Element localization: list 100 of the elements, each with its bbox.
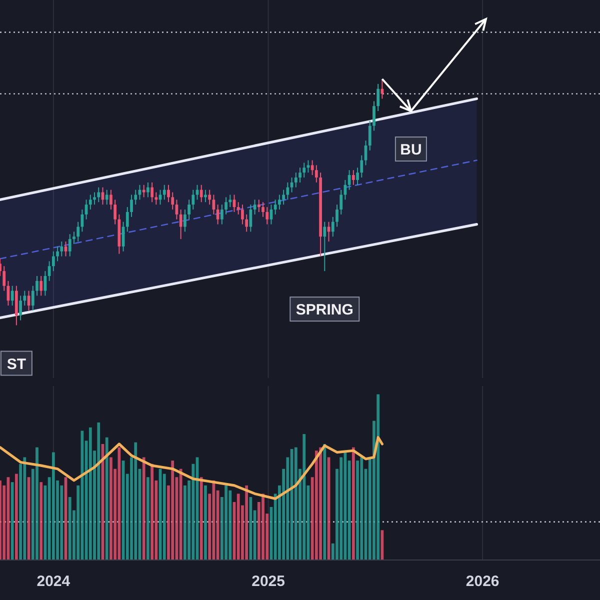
candlestick: [200, 184, 203, 203]
bar: [146, 477, 150, 560]
candlestick: [249, 204, 252, 232]
candlestick: [167, 184, 170, 203]
bar: [15, 474, 18, 560]
bar: [294, 447, 298, 560]
candlestick: [72, 231, 76, 244]
bar: [249, 497, 252, 560]
candlestick: [228, 194, 232, 208]
candlestick: [48, 260, 51, 282]
candlestick: [302, 162, 306, 178]
candlestick: [179, 209, 182, 240]
candlestick: [348, 170, 351, 190]
candlestick: [372, 100, 376, 132]
candlestick: [60, 241, 64, 257]
bar: [68, 497, 72, 560]
x-tick-label: 2024: [36, 573, 71, 590]
candlestick: [331, 216, 334, 238]
candlestick: [262, 202, 264, 218]
candlestick: [278, 194, 281, 210]
bar: [171, 460, 174, 560]
candlestick: [368, 120, 372, 151]
candlestick: [130, 194, 133, 218]
candlestick: [340, 189, 343, 215]
candlestick: [134, 189, 138, 206]
candlestick: [110, 189, 112, 210]
candlestick: [105, 189, 108, 206]
candlestick: [310, 160, 314, 176]
candlestick: [36, 276, 38, 296]
candlestick: [2, 266, 6, 292]
bar: [150, 464, 154, 560]
x-tick-label: 2025: [252, 573, 285, 590]
candlestick: [298, 167, 302, 183]
bar: [10, 482, 14, 560]
bar: [36, 447, 38, 560]
candlestick: [224, 196, 228, 215]
candlestick: [183, 209, 186, 232]
candlestick: [315, 164, 318, 183]
bar: [315, 450, 318, 560]
candlestick: [352, 170, 355, 186]
candlestick: [336, 204, 338, 228]
candlestick: [19, 295, 22, 321]
candlestick: [241, 204, 244, 225]
candlestick: [40, 276, 43, 296]
candlestick: [126, 206, 129, 232]
bar: [118, 447, 121, 560]
candlestick: [142, 184, 146, 198]
candlestick: [52, 250, 55, 272]
candlestick: [150, 182, 154, 203]
bar: [224, 485, 228, 560]
candlestick: [31, 285, 34, 311]
candlestick: [188, 199, 190, 220]
bar: [23, 457, 26, 560]
candlestick: [220, 204, 224, 225]
bar: [323, 444, 326, 560]
bar: [236, 494, 240, 560]
candlestick: [93, 192, 96, 206]
bar: [352, 447, 355, 560]
candlestick: [208, 189, 212, 206]
candlestick: [245, 214, 248, 232]
candlestick: [204, 189, 207, 203]
annotation: SPRING: [296, 302, 354, 319]
candlestick: [360, 154, 364, 178]
candlestick: [162, 184, 166, 200]
candlestick: [56, 246, 59, 262]
candlestick: [88, 194, 92, 210]
candlestick: [76, 221, 80, 242]
bar: [134, 442, 138, 560]
candlestick: [97, 186, 100, 203]
bar: [142, 457, 146, 560]
candlestick: [146, 182, 150, 198]
bar: [105, 437, 108, 560]
bar: [88, 427, 92, 560]
candlestick: [257, 199, 260, 212]
candlestick: [266, 206, 269, 225]
candlestick: [286, 182, 290, 200]
bar: [110, 457, 112, 560]
bar: [245, 485, 248, 560]
candlestick: [356, 167, 359, 186]
candlestick: [274, 199, 277, 215]
candlestick: [376, 83, 380, 112]
candlestick: [294, 172, 298, 188]
bar: [376, 394, 380, 560]
bar: [204, 485, 207, 560]
candlestick: [171, 192, 174, 210]
bar: [200, 477, 203, 560]
bar: [179, 468, 182, 560]
annotation: BU: [400, 142, 422, 159]
bar: [302, 434, 306, 560]
candlestick: [323, 221, 326, 272]
bar: [360, 457, 364, 560]
x-tick-label: 2026: [466, 573, 500, 590]
bar: [40, 482, 43, 560]
annotation: ST: [6, 356, 26, 373]
candlestick: [282, 189, 285, 206]
bar: [52, 452, 55, 560]
candlestick: [23, 290, 26, 306]
candlestick: [114, 199, 117, 225]
bar: [262, 494, 264, 560]
bar: [356, 460, 359, 560]
